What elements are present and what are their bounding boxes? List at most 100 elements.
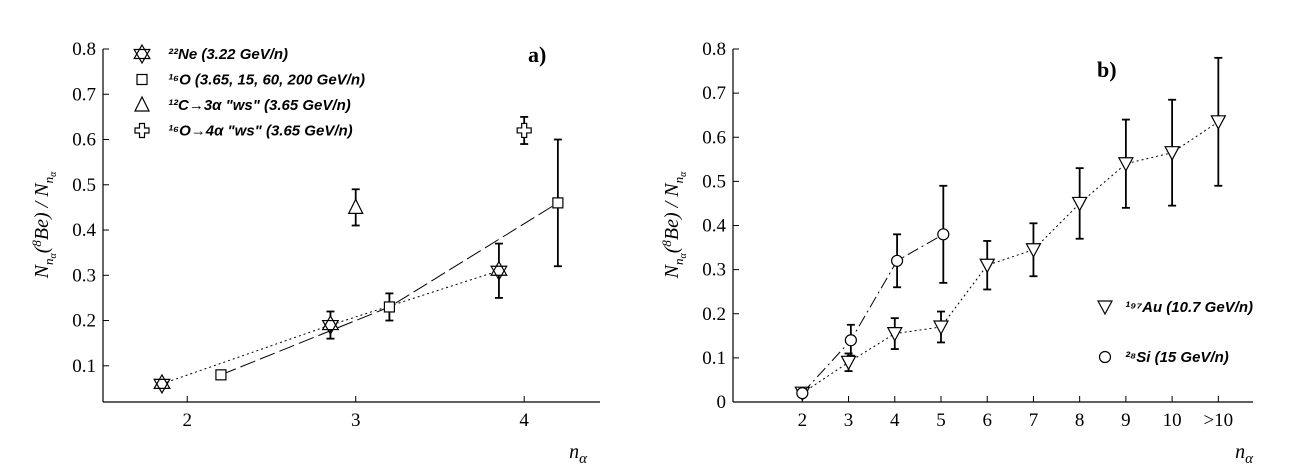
data-point bbox=[937, 228, 950, 241]
y-axis-label-part: n bbox=[41, 177, 56, 184]
star-triangle-down bbox=[490, 265, 508, 281]
chart-panel-2: 0 0.1 0.2 0.3 0.4 0.5 0.6 0.7 0.8 2 3 4 5 6 7 8 9 10 >10 b)… bbox=[659, 39, 1254, 467]
y-axis-label-part: α bbox=[678, 171, 689, 177]
y-axis-label-part: 8 bbox=[659, 240, 674, 247]
y-axis-label-part: α bbox=[48, 252, 59, 258]
y-tick-label: 0.4 bbox=[72, 220, 96, 241]
series-2 bbox=[215, 138, 564, 381]
x-tick-label: 3 bbox=[844, 410, 854, 431]
y-axis-label-part: Be) / bbox=[31, 197, 53, 240]
series-line bbox=[801, 233, 944, 394]
y-axis-label-part: α bbox=[48, 171, 59, 177]
y-tick-label: 0.6 bbox=[72, 130, 96, 151]
legend-marker bbox=[133, 43, 151, 65]
y-tick-label: 0.8 bbox=[72, 39, 96, 60]
legend-marker bbox=[1096, 300, 1114, 316]
y-axis-label-part: N bbox=[31, 182, 53, 198]
legend-entry: ²²Ne (3.22 GeV/n) bbox=[168, 46, 288, 63]
series-1 bbox=[153, 242, 508, 395]
x-axis-label-sub: α bbox=[579, 451, 588, 467]
star-triangle-up bbox=[321, 314, 340, 331]
y-tick-label: 0.1 bbox=[702, 348, 726, 369]
legend-entry: ¹⁹⁷Au (10.7 GeV/n) bbox=[1125, 299, 1253, 316]
data-point bbox=[215, 369, 227, 381]
x-tick-label: 10 bbox=[1163, 410, 1182, 431]
data-point bbox=[1210, 115, 1227, 131]
y-tick-label: 0.8 bbox=[702, 39, 726, 60]
y-axis-label-part: ( bbox=[661, 245, 683, 253]
x-axis-label-sub: α bbox=[1245, 451, 1254, 467]
data-point bbox=[1164, 146, 1181, 161]
chart-panel-1: 0.10.20.30.40.50.60.70.82 3 4a)nαNnα(8Be) … bbox=[29, 39, 600, 467]
x-axis-label-main: n bbox=[569, 441, 579, 463]
data-point bbox=[383, 301, 396, 313]
y-axis-label: Nnα(8Be) / Nnα bbox=[29, 171, 59, 279]
y-tick-label: 0.5 bbox=[72, 175, 96, 196]
x-tick-label: 7 bbox=[1029, 410, 1039, 431]
x-tick-label: 4 bbox=[890, 410, 900, 431]
legend-entry: ²⁸Si (15 GeV/n) bbox=[1125, 349, 1229, 366]
data-point bbox=[1117, 157, 1134, 172]
data-point bbox=[516, 122, 532, 139]
legend-marker bbox=[134, 95, 150, 112]
x-tick-label: 2 bbox=[798, 410, 808, 431]
series-line bbox=[220, 202, 559, 376]
star-triangle-down bbox=[153, 378, 171, 395]
y-tick-label: 0.2 bbox=[72, 311, 96, 332]
y-tick-label: 0.7 bbox=[72, 84, 96, 105]
data-point bbox=[932, 320, 950, 336]
x-tick-label: 9 bbox=[1121, 410, 1131, 431]
x-tick-label: 5 bbox=[936, 410, 946, 431]
y-axis-label: Nnα(8Be) / Nnα bbox=[659, 171, 689, 279]
y-axis-label-part: 8 bbox=[29, 240, 44, 247]
data-point bbox=[490, 260, 508, 281]
legend-entry: ¹⁶O (3.65, 15, 60, 200 GeV/n) bbox=[168, 72, 365, 89]
y-axis-label-part: n bbox=[41, 258, 56, 265]
legend-entry: ¹²C→3α "ws" (3.65 GeV/n) bbox=[168, 97, 351, 114]
x-tick-label: 2 bbox=[182, 410, 192, 431]
series-1 bbox=[794, 56, 1227, 402]
data-point bbox=[886, 327, 903, 342]
x-axis-label: nα bbox=[569, 441, 588, 467]
star-triangle-down bbox=[133, 48, 151, 65]
data-point bbox=[552, 197, 564, 209]
data-point bbox=[1025, 243, 1042, 259]
data-point bbox=[347, 198, 364, 214]
legend-entry: ¹⁶O→4α "ws" (3.65 GeV/n) bbox=[168, 123, 353, 140]
star-triangle-down bbox=[321, 319, 340, 336]
x-axis-label-main: n bbox=[1235, 441, 1245, 463]
star-triangle-up bbox=[490, 260, 508, 276]
data-point bbox=[844, 334, 857, 347]
x-tick-label: 6 bbox=[982, 410, 992, 431]
x-axis-label: nα bbox=[1235, 441, 1254, 467]
data-point bbox=[1071, 196, 1088, 212]
x-tick-label: >10 bbox=[1203, 410, 1233, 431]
y-axis-label-part: Be) / bbox=[661, 197, 683, 240]
data-point bbox=[890, 254, 904, 267]
y-axis-label-part: α bbox=[678, 252, 689, 258]
series-4 bbox=[516, 115, 532, 145]
panel-label: b) bbox=[1097, 57, 1117, 82]
y-axis-label-part: N bbox=[661, 263, 683, 279]
legend-marker bbox=[1098, 350, 1112, 364]
y-tick-label: 0.4 bbox=[702, 216, 726, 237]
legend-marker bbox=[136, 73, 148, 86]
data-point bbox=[840, 355, 857, 371]
y-axis-label-part: n bbox=[671, 177, 686, 184]
star-triangle-up bbox=[133, 43, 151, 60]
y-tick-label: 0.6 bbox=[702, 127, 726, 148]
x-tick-label: 8 bbox=[1075, 410, 1085, 431]
y-tick-label: 0.3 bbox=[702, 260, 726, 281]
y-tick-label: 0.3 bbox=[72, 265, 96, 286]
y-tick-label: 0.2 bbox=[702, 304, 726, 325]
y-axis-label-part: N bbox=[31, 263, 53, 279]
data-point bbox=[796, 387, 809, 400]
series-3 bbox=[347, 188, 364, 227]
x-tick-label: 3 bbox=[351, 410, 361, 431]
y-tick-label: 0.5 bbox=[702, 171, 726, 192]
series-line bbox=[161, 270, 500, 385]
data-point bbox=[153, 373, 171, 395]
data-point bbox=[979, 258, 996, 274]
x-tick-label: 4 bbox=[519, 410, 529, 431]
